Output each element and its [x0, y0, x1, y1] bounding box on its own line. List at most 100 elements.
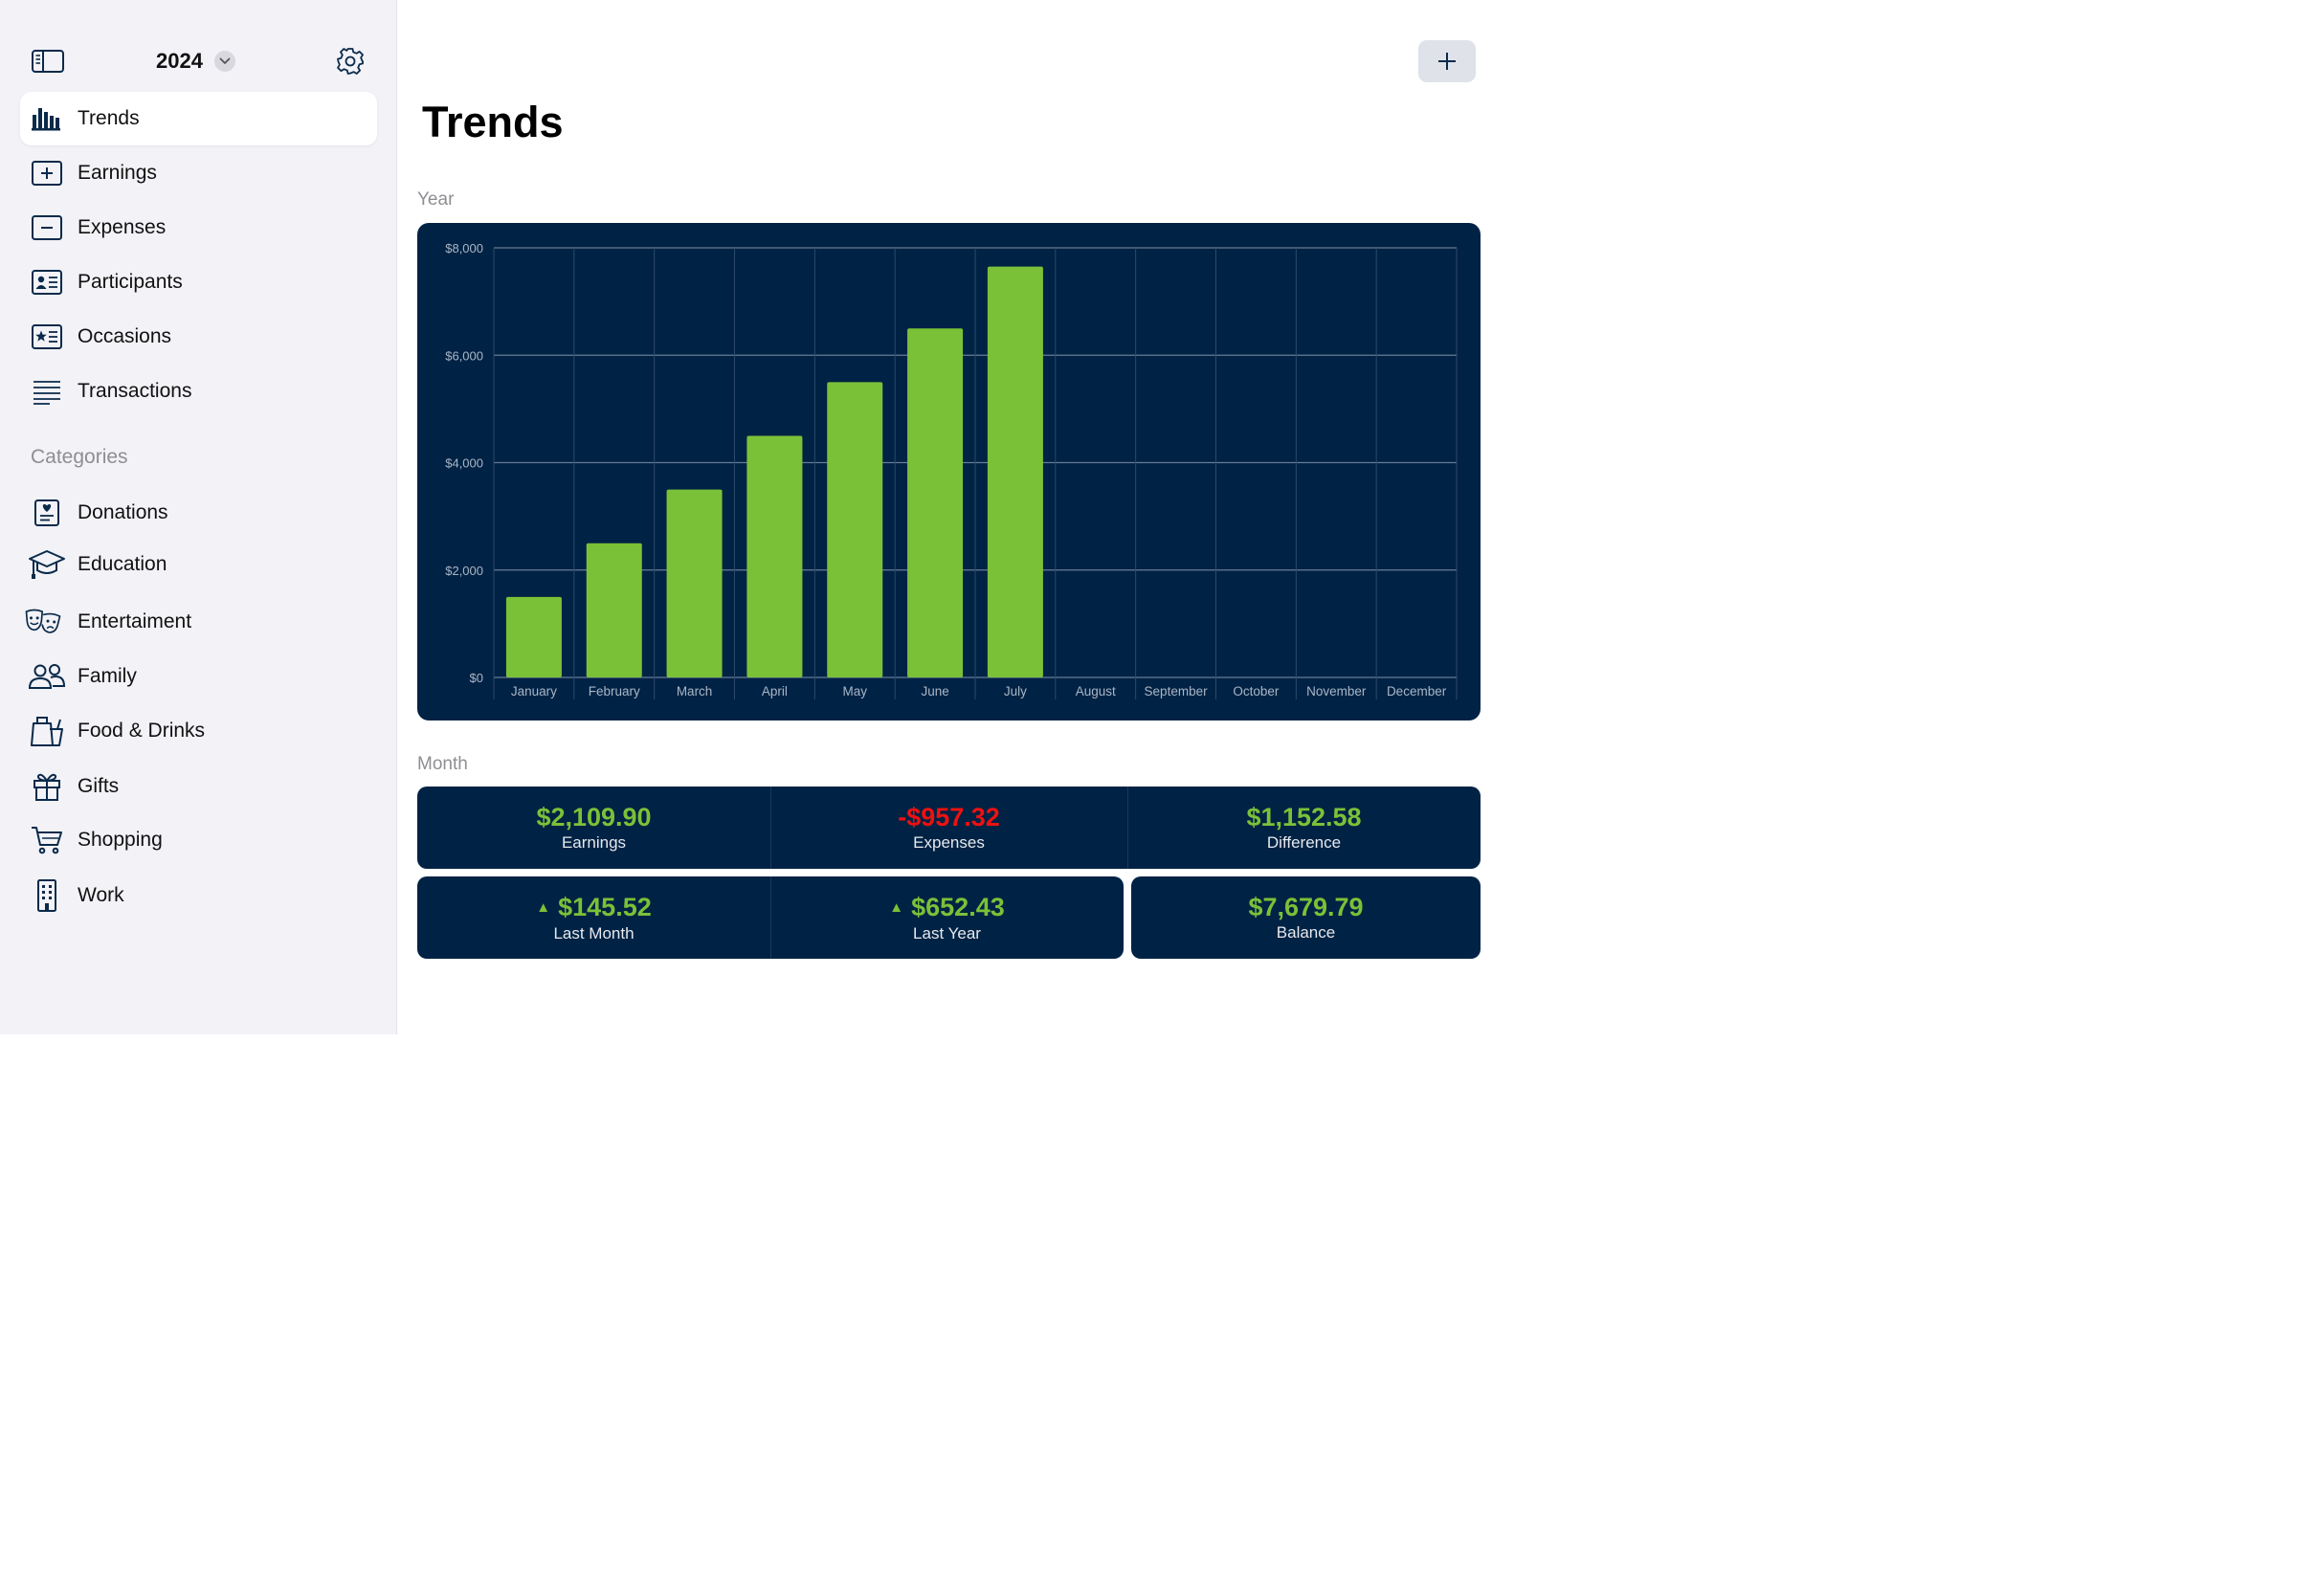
- expenses-stat: -$957.32 Expenses: [770, 787, 1127, 869]
- earnings-label: Earnings: [561, 833, 627, 852]
- category-item-gifts[interactable]: Gifts: [20, 760, 377, 813]
- theater-masks-icon: [24, 603, 62, 641]
- monthly-summary-card: $2,109.90 Earnings -$957.32 Expenses $1,…: [417, 787, 1481, 869]
- sidebar-item-label: Expenses: [78, 216, 167, 238]
- last-year-value: $652.43: [911, 892, 1005, 921]
- person-card-icon: [28, 263, 66, 301]
- category-item-entertainment[interactable]: Entertaiment: [20, 595, 377, 649]
- y-tick-label: $2,000: [445, 564, 483, 578]
- heart-document-icon: [28, 494, 66, 532]
- expenses-value: -$957.32: [898, 803, 1000, 831]
- x-tick-label: March: [677, 684, 713, 698]
- y-tick-label: $8,000: [445, 241, 483, 255]
- x-tick-label: July: [1004, 684, 1027, 698]
- x-tick-label: May: [842, 684, 867, 698]
- divider: [770, 787, 771, 869]
- x-tick-label: December: [1387, 684, 1447, 698]
- balance-label: Balance: [1276, 923, 1336, 942]
- building-icon: [28, 876, 66, 915]
- difference-value: $1,152.58: [1246, 803, 1362, 831]
- category-item-label: Donations: [78, 501, 168, 523]
- category-item-label: Food & Drinks: [78, 720, 206, 742]
- last-year-label: Last Year: [913, 923, 981, 942]
- x-tick-label: November: [1306, 684, 1367, 698]
- up-arrow-icon: ▲: [536, 898, 551, 916]
- add-button[interactable]: [1418, 40, 1476, 82]
- up-arrow-icon: ▲: [889, 898, 904, 916]
- balance-value: $7,679.79: [1248, 893, 1364, 921]
- chevron-down-icon: [213, 51, 235, 72]
- x-tick-label: June: [921, 684, 948, 698]
- bar-chart-icon: [28, 100, 66, 138]
- categories-heading: Categories: [31, 446, 128, 468]
- sidebar: 2024 Trends Earnings: [0, 0, 397, 1034]
- settings-button[interactable]: [333, 44, 367, 78]
- sidebar-item-label: Earnings: [78, 162, 157, 184]
- last-month-value: $145.52: [558, 892, 652, 921]
- graduation-cap-icon: [28, 545, 66, 584]
- y-tick-label: $4,000: [445, 456, 483, 471]
- sidebar-item-label: Transactions: [78, 380, 192, 402]
- x-tick-label: October: [1233, 684, 1280, 698]
- x-tick-label: September: [1145, 684, 1209, 698]
- balance-card: $7,679.79 Balance: [1131, 876, 1481, 959]
- sidebar-item-label: Trends: [78, 107, 140, 129]
- bag-drink-icon: [28, 712, 66, 750]
- category-item-food-drinks[interactable]: Food & Drinks: [20, 704, 377, 758]
- sidebar-item-occasions[interactable]: Occasions: [20, 310, 377, 364]
- sidebar-toggle-button[interactable]: [29, 46, 67, 77]
- comparison-card: ▲ $145.52 Last Month ▲ $652.43 Last Year: [417, 876, 1124, 959]
- minus-square-icon: [28, 209, 66, 247]
- cart-icon: [28, 821, 66, 859]
- plus-icon: [1438, 53, 1456, 70]
- page-title: Trends: [422, 98, 564, 146]
- difference-stat: $1,152.58 Difference: [1127, 787, 1481, 869]
- earnings-value: $2,109.90: [536, 803, 652, 831]
- yearly-trend-chart: $0 $2,000 $4,000 $6,000 $8,000 January Februar…: [417, 223, 1481, 720]
- sidebar-item-trends[interactable]: Trends: [20, 92, 377, 145]
- category-item-label: Family: [78, 665, 137, 687]
- sidebar-toolbar: 2024: [0, 40, 397, 82]
- y-tick-label: $6,000: [445, 348, 483, 363]
- category-item-shopping[interactable]: Shopping: [20, 813, 377, 867]
- sidebar-item-transactions[interactable]: Transactions: [20, 365, 377, 418]
- category-item-label: Shopping: [78, 829, 163, 851]
- category-item-label: Education: [78, 553, 167, 575]
- x-tick-label: January: [511, 684, 557, 698]
- sidebar-item-participants[interactable]: Participants: [20, 255, 377, 309]
- balance-stat: $7,679.79 Balance: [1131, 876, 1481, 959]
- earnings-stat: $2,109.90 Earnings: [417, 787, 770, 869]
- bar-march: [666, 489, 723, 677]
- sidebar-item-earnings[interactable]: Earnings: [20, 146, 377, 200]
- divider: [1127, 787, 1128, 869]
- bar-february: [586, 543, 642, 677]
- sidebar-item-expenses[interactable]: Expenses: [20, 201, 377, 255]
- year-label: 2024: [156, 49, 203, 73]
- x-tick-label: August: [1076, 684, 1116, 698]
- sidebar-toggle-icon: [32, 50, 64, 73]
- sidebar-item-label: Occasions: [78, 325, 172, 347]
- month-section-label: Month: [417, 754, 468, 774]
- category-item-label: Work: [78, 884, 124, 906]
- last-month-stat: ▲ $145.52 Last Month: [417, 876, 770, 959]
- bar-may: [827, 382, 883, 677]
- gear-icon: [337, 48, 364, 75]
- category-item-label: Entertaiment: [78, 610, 192, 632]
- gift-icon: [28, 767, 66, 806]
- main-content: Trends Year $0 $2,000 $4,000 $6,000 $8,000 Ja…: [398, 0, 1501, 1034]
- category-item-donations[interactable]: Donations: [20, 486, 377, 540]
- category-item-work[interactable]: Work: [20, 869, 377, 922]
- bar-july: [987, 266, 1043, 677]
- star-card-icon: [28, 318, 66, 356]
- bar-april: [746, 435, 803, 677]
- x-tick-label: April: [762, 684, 788, 698]
- divider: [770, 876, 771, 959]
- year-selector[interactable]: 2024: [156, 48, 235, 75]
- category-item-family[interactable]: Family: [20, 650, 377, 703]
- difference-label: Difference: [1266, 833, 1342, 852]
- category-item-label: Gifts: [78, 775, 120, 797]
- bar-january: [505, 596, 562, 677]
- sidebar-item-label: Participants: [78, 271, 183, 293]
- bar-june: [907, 328, 964, 677]
- category-item-education[interactable]: Education: [20, 538, 377, 591]
